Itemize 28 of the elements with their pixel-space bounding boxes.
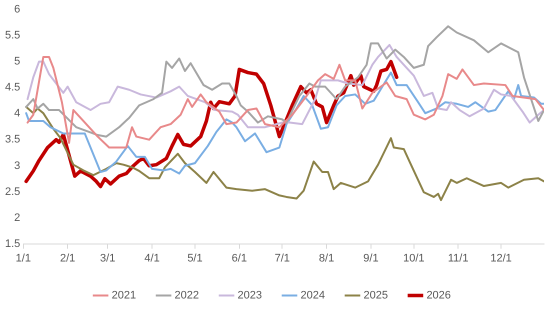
x-tick-label: 10/1 [403,252,425,264]
y-tick-label: 3 [14,160,20,172]
legend-label: 2024 [300,290,325,302]
x-tick-label: 1/1 [16,252,31,264]
y-tick-label: 4.5 [4,82,20,94]
legend-label: 2021 [112,290,136,302]
y-tick-label: 2 [14,212,20,224]
legend-label: 2025 [363,290,388,302]
x-tick-label: 12/1 [490,252,512,264]
y-tick-label: 5.5 [4,30,20,42]
y-tick-label: 6 [14,4,20,16]
x-tick-label: 5/1 [187,252,203,264]
legend-label: 2023 [238,290,262,302]
y-tick-label: 3.5 [4,134,20,146]
x-tick-label: 11/1 [448,252,468,264]
x-tick-label: 3/1 [100,252,116,264]
x-tick-label: 8/1 [318,252,334,264]
x-tick-label: 6/1 [232,252,247,264]
x-tick-label: 2/1 [60,252,76,264]
x-tick-label: 4/1 [144,252,160,264]
legend-label: 2026 [426,290,451,302]
x-tick-label: 7/1 [274,252,290,264]
y-tick-label: 2.5 [4,186,20,198]
y-tick-label: 5 [14,56,20,68]
y-tick-label: 1.5 [4,238,20,250]
x-tick-label: 9/1 [363,252,379,264]
y-tick-label: 4 [14,108,20,120]
legend-label: 2022 [174,290,200,302]
